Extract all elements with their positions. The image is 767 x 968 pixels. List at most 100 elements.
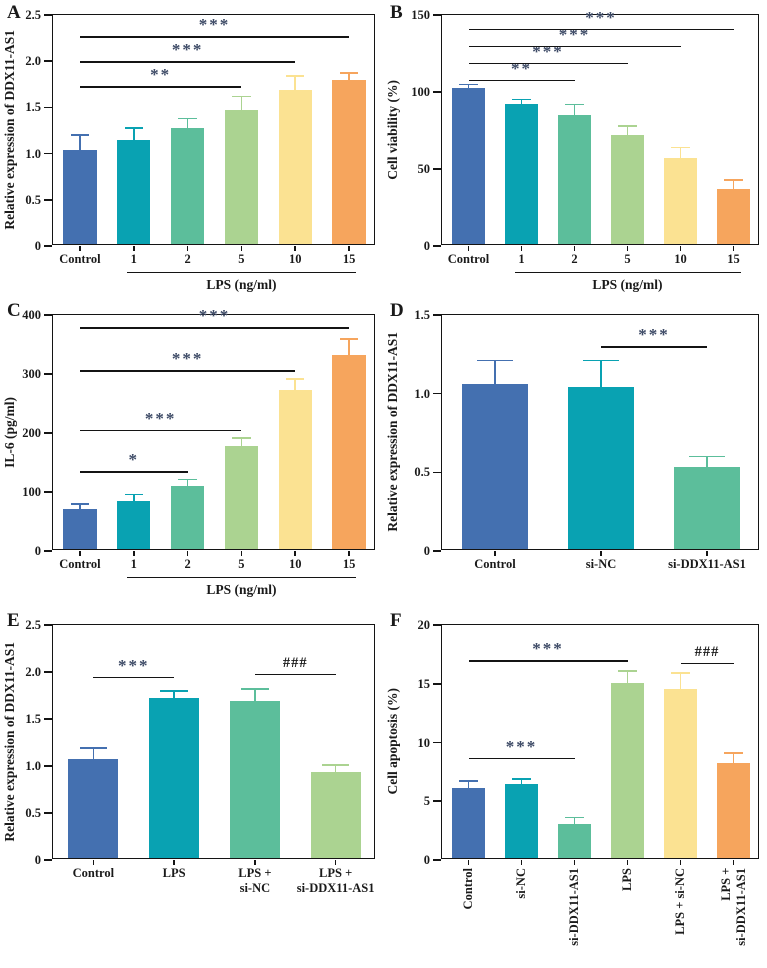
x-tick-mark bbox=[294, 246, 297, 251]
y-tick-mark bbox=[433, 682, 441, 685]
x-tick-mark bbox=[573, 246, 576, 251]
y-tick-label: 1.0 bbox=[25, 146, 41, 161]
bar bbox=[117, 500, 151, 549]
y-axis-title-wrap: Relative expression of DDX11-AS1 bbox=[1, 624, 18, 859]
bar bbox=[332, 354, 366, 549]
y-tick-mark bbox=[44, 859, 52, 861]
error-bar-stem bbox=[240, 437, 243, 448]
bar bbox=[505, 103, 538, 244]
error-bar-stem bbox=[254, 688, 256, 703]
bar bbox=[170, 485, 205, 549]
significance-label: *** bbox=[532, 639, 564, 659]
bar bbox=[664, 688, 697, 858]
y-tick-mark bbox=[44, 60, 52, 62]
error-bar-stem bbox=[732, 753, 735, 765]
y-tick-label: 0 bbox=[34, 544, 41, 558]
x-tick-label: Control bbox=[461, 868, 476, 910]
significance-label: *** bbox=[505, 736, 538, 756]
plot-area: 0 5 10 15 20 Control si-NC si-DDX11-AS1 LPS LPS +… bbox=[418, 619, 759, 946]
y-tick-mark bbox=[433, 741, 441, 744]
x-tick-mark bbox=[348, 246, 350, 251]
bar bbox=[224, 445, 259, 549]
x-tick-label-wrap: LPS + si-DDX11-AS1 bbox=[717, 868, 751, 968]
significance-line bbox=[79, 327, 350, 329]
x-tick-label: 1 bbox=[130, 557, 137, 571]
significance-line bbox=[468, 62, 628, 65]
panel-e: E Relative expression of DDX11-AS1 0 0.5 1.0… bbox=[0, 608, 383, 954]
error-bar-stem bbox=[348, 73, 350, 82]
x-tick-mark bbox=[294, 551, 297, 556]
x-tick-label: 15 bbox=[342, 557, 356, 571]
x-tick-label-wrap: si-NC bbox=[505, 868, 539, 968]
plot-area: 0 0.5 1.0 1.5 Control si-NC si-DDX11-AS1 *** bbox=[414, 309, 759, 571]
x-tick-mark bbox=[732, 860, 735, 865]
error-bar-stem bbox=[467, 781, 470, 790]
bar bbox=[63, 149, 97, 244]
x-tick-label-wrap: si-DDX11-AS1 bbox=[558, 868, 592, 968]
y-tick-mark bbox=[44, 624, 52, 626]
x-tick-mark bbox=[573, 860, 576, 865]
error-bar-stem bbox=[132, 127, 135, 142]
group-label: LPS (ng/ml) bbox=[206, 582, 277, 597]
x-tick-label: 5 bbox=[238, 557, 245, 571]
significance-line bbox=[254, 673, 336, 676]
group-line bbox=[514, 272, 741, 274]
y-tick-label: 0 bbox=[423, 544, 430, 558]
error-bar-cap bbox=[512, 98, 531, 101]
error-bar-cap bbox=[178, 117, 197, 120]
significance-label: *** bbox=[638, 325, 670, 345]
y-tick-label: 5 bbox=[423, 794, 430, 809]
error-bar-stem bbox=[679, 147, 682, 160]
x-tick-mark bbox=[679, 246, 682, 251]
y-tick-label: 10 bbox=[417, 735, 431, 750]
significance-label: ### bbox=[694, 643, 720, 660]
error-bar-cap bbox=[688, 455, 726, 458]
error-bar-cap bbox=[286, 377, 305, 380]
x-tick-label: LPS + si-DDX11-AS1 bbox=[718, 868, 748, 946]
y-tick-mark bbox=[44, 14, 52, 16]
y-tick-label: 0.5 bbox=[414, 465, 430, 480]
y-tick-label: 1.0 bbox=[414, 386, 430, 401]
panel-f: F Cell apoptosis (%) 0 5 10 15 20 Control si-NC s… bbox=[383, 608, 767, 954]
bar bbox=[717, 762, 750, 858]
y-tick-label: 2.5 bbox=[25, 618, 41, 632]
error-bar-stem bbox=[173, 690, 175, 701]
group-line bbox=[126, 272, 357, 274]
error-bar-stem bbox=[294, 75, 297, 92]
y-tick-label: 1.5 bbox=[25, 100, 41, 115]
y-tick-label: 1.0 bbox=[25, 759, 41, 773]
error-bar-cap bbox=[321, 764, 350, 766]
bar bbox=[224, 110, 259, 244]
y-axis-title-wrap: Relative expression of DDX11-AS1 bbox=[1, 14, 18, 245]
significance-line bbox=[79, 370, 296, 372]
panel-letter: A bbox=[7, 2, 21, 23]
bar bbox=[674, 467, 740, 549]
error-bar-stem bbox=[626, 125, 629, 137]
panel-a: A Relative expression of DDX11-AS1 0 0.5 1.0… bbox=[0, 0, 383, 298]
bar bbox=[568, 386, 634, 549]
panel-letter: C bbox=[7, 300, 21, 321]
error-bar-stem bbox=[600, 360, 602, 389]
y-tick-label: 20 bbox=[417, 618, 431, 632]
y-tick-mark bbox=[433, 392, 441, 395]
x-tick-mark bbox=[186, 246, 189, 251]
y-tick-mark bbox=[433, 800, 441, 803]
error-bar-cap bbox=[565, 103, 584, 106]
x-tick-label: 10 bbox=[674, 252, 687, 266]
error-bar-cap bbox=[671, 672, 690, 674]
bar bbox=[558, 114, 591, 244]
x-tick-mark bbox=[626, 860, 629, 865]
x-tick-mark bbox=[732, 246, 735, 251]
y-tick-label: 0.5 bbox=[25, 806, 41, 820]
y-tick-label: 2.5 bbox=[25, 8, 41, 22]
group-label: LPS (ng/ml) bbox=[592, 277, 663, 292]
y-tick-label: 15 bbox=[417, 676, 431, 691]
x-tick-mark bbox=[240, 246, 243, 251]
y-tick-mark bbox=[433, 168, 441, 170]
error-bar-cap bbox=[70, 134, 90, 136]
y-tick-mark bbox=[44, 432, 52, 434]
error-bar-cap bbox=[286, 75, 305, 77]
y-tick-label: 300 bbox=[22, 367, 41, 381]
x-tick-label: si-DDX11-AS1 bbox=[668, 557, 746, 571]
significance-label: *** bbox=[144, 409, 177, 429]
